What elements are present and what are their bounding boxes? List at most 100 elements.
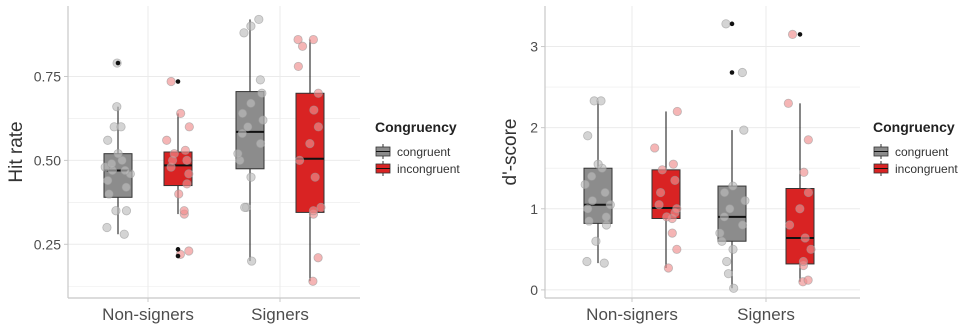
data-point: [717, 236, 727, 246]
data-point: [587, 171, 597, 181]
data-point: [246, 172, 256, 182]
data-point: [583, 204, 593, 214]
y-tick-label: 0.75: [34, 68, 61, 84]
data-point: [672, 244, 682, 254]
x-tick-label: Non-signers: [586, 305, 678, 324]
legend: Congruency congruent incongruent: [375, 119, 460, 176]
data-point: [121, 206, 132, 216]
data-point: [728, 181, 738, 191]
data-point: [316, 202, 326, 212]
data-point: [166, 76, 176, 87]
data-point: [255, 75, 265, 85]
outlier-point: [175, 253, 181, 259]
outlier-point: [175, 247, 181, 252]
data-point: [107, 159, 117, 169]
data-point: [719, 187, 730, 198]
legend: Congruency congruent incongruent: [873, 119, 958, 176]
data-point: [246, 21, 256, 31]
data-point: [721, 19, 731, 29]
data-point: [233, 149, 243, 159]
legend-label-congruent: congruent: [397, 145, 451, 159]
data-point: [116, 122, 126, 132]
data-point: [663, 263, 674, 273]
data-point: [239, 28, 249, 38]
x-tick-label: Signers: [251, 305, 309, 324]
data-point: [184, 169, 194, 179]
data-point: [600, 187, 610, 198]
data-point: [800, 233, 810, 243]
data-point: [584, 216, 594, 226]
y-axis-title: Hit rate: [6, 121, 27, 182]
data-point: [725, 204, 735, 214]
data-point: [176, 108, 186, 119]
legend-title: Congruency: [873, 119, 955, 135]
data-point: [798, 256, 809, 267]
data-point: [591, 236, 601, 246]
data-point: [803, 135, 813, 145]
data-point: [650, 143, 660, 153]
data-point: [111, 206, 121, 216]
data-point: [247, 256, 257, 266]
data-point: [601, 212, 611, 222]
data-point: [799, 167, 809, 177]
outlier-point: [797, 32, 803, 37]
data-point: [657, 165, 667, 175]
data-point: [162, 135, 172, 145]
data-point: [806, 244, 816, 254]
data-point: [120, 165, 130, 176]
x-tick-label: Non-signers: [102, 305, 194, 324]
data-point: [670, 175, 680, 185]
data-point: [580, 179, 590, 190]
data-point: [294, 155, 305, 165]
data-point: [667, 228, 677, 238]
data-point: [795, 204, 805, 214]
data-point: [182, 179, 192, 189]
data-point: [729, 283, 739, 293]
y-tick-label: 0: [530, 282, 538, 298]
data-point: [739, 125, 749, 135]
legend-label-congruent: congruent: [895, 145, 949, 159]
data-point: [174, 189, 184, 199]
data-point: [582, 256, 592, 267]
data-point: [293, 61, 303, 72]
legend-label-incongruent: incongruent: [397, 162, 460, 176]
data-point: [662, 212, 672, 222]
y-axis-title: d'-score: [500, 119, 521, 186]
data-point: [184, 246, 194, 256]
data-point: [121, 182, 131, 192]
y-tick-label: 0.50: [34, 152, 61, 168]
data-point: [310, 172, 320, 182]
data-point: [313, 253, 323, 263]
y-tick-label: 1: [530, 201, 538, 217]
outlier-point: [115, 60, 121, 66]
data-point: [599, 258, 609, 268]
data-point: [596, 96, 606, 106]
data-point: [715, 228, 725, 238]
data-point: [113, 149, 123, 159]
data-point: [583, 131, 593, 141]
data-point: [722, 256, 732, 267]
data-point: [102, 222, 112, 233]
data-point: [293, 34, 303, 45]
data-point: [117, 155, 127, 165]
data-point: [255, 139, 266, 149]
data-point: [309, 105, 319, 115]
data-point: [237, 128, 247, 139]
data-point: [169, 149, 179, 159]
data-point: [803, 187, 814, 198]
legend-label-incongruent: incongruent: [895, 162, 958, 176]
data-point: [654, 200, 664, 210]
data-point: [184, 122, 194, 132]
data-point: [668, 159, 678, 169]
data-point: [605, 200, 615, 210]
data-point: [728, 244, 738, 254]
x-tick-label: Signers: [737, 305, 795, 324]
data-point: [313, 122, 324, 132]
data-point: [787, 29, 798, 39]
outlier-point: [729, 21, 735, 27]
data-point: [243, 122, 253, 132]
hit-rate-panel: 0.25 0.50 0.75 Non-signers Signers Hit rate Co…: [6, 6, 460, 324]
outlier-point: [175, 79, 181, 84]
data-point: [783, 98, 793, 108]
data-point: [740, 196, 750, 206]
